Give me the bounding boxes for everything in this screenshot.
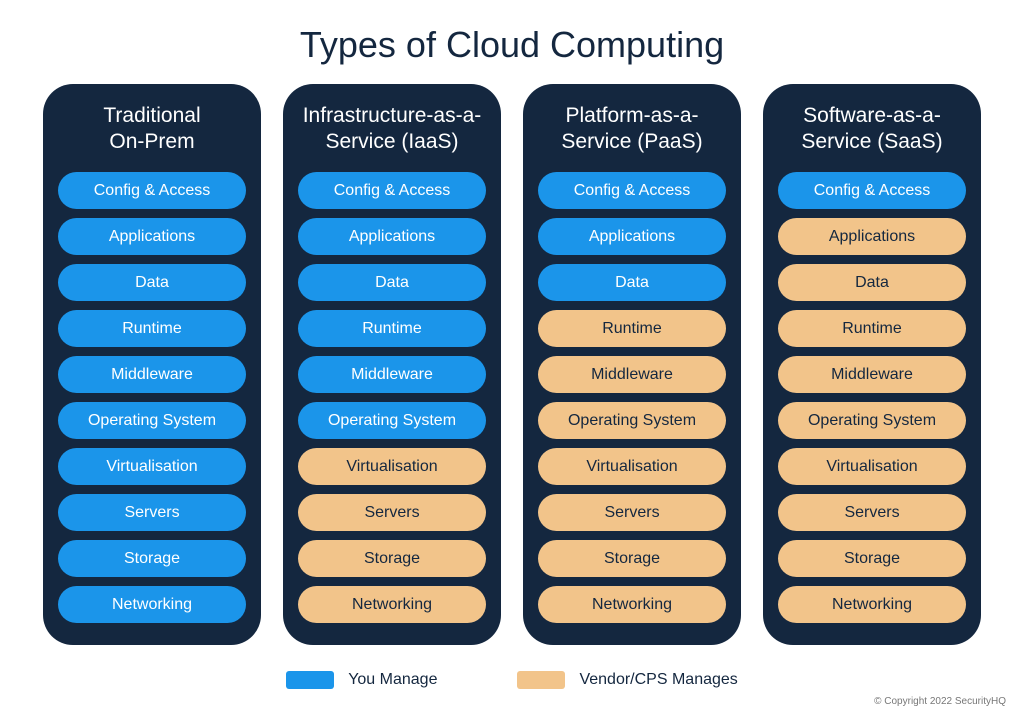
layer-pill: Networking: [778, 586, 966, 623]
layer-pill: Networking: [58, 586, 246, 623]
layer-pill: Applications: [538, 218, 726, 255]
column-3: Software-as-a-Service (SaaS) Config & Acc…: [763, 84, 981, 645]
layers: Config & Access Applications Data Runtime Mi…: [537, 172, 727, 623]
page-title: Types of Cloud Computing: [0, 0, 1024, 84]
layer-pill: Config & Access: [298, 172, 486, 209]
column-2: Platform-as-a-Service (PaaS) Config & Acc…: [523, 84, 741, 645]
column-1: Infrastructure-as-a-Service (IaaS) Config…: [283, 84, 501, 645]
layer-pill: Networking: [538, 586, 726, 623]
layer-pill: Operating System: [538, 402, 726, 439]
copyright: © Copyright 2022 SecurityHQ: [874, 696, 1006, 707]
layer-pill: Servers: [538, 494, 726, 531]
layer-pill: Runtime: [778, 310, 966, 347]
column-title: Platform-as-a-Service (PaaS): [537, 100, 727, 158]
layer-pill: Applications: [298, 218, 486, 255]
layer-pill: Storage: [298, 540, 486, 577]
layer-pill: Storage: [778, 540, 966, 577]
layer-pill: Operating System: [298, 402, 486, 439]
layer-pill: Data: [58, 264, 246, 301]
legend: You Manage Vendor/CPS Manages: [0, 671, 1024, 689]
column-title: Software-as-a-Service (SaaS): [777, 100, 967, 158]
layer-pill: Data: [778, 264, 966, 301]
layer-pill: Virtualisation: [58, 448, 246, 485]
layer-pill: Data: [298, 264, 486, 301]
layer-pill: Servers: [58, 494, 246, 531]
layer-pill: Config & Access: [58, 172, 246, 209]
layer-pill: Data: [538, 264, 726, 301]
layer-pill: Networking: [298, 586, 486, 623]
legend-item-you: You Manage: [286, 671, 437, 689]
layer-pill: Runtime: [298, 310, 486, 347]
column-title: Infrastructure-as-a-Service (IaaS): [297, 100, 487, 158]
layer-pill: Runtime: [538, 310, 726, 347]
layer-pill: Config & Access: [538, 172, 726, 209]
layer-pill: Operating System: [58, 402, 246, 439]
layer-pill: Middleware: [58, 356, 246, 393]
layer-pill: Applications: [778, 218, 966, 255]
layer-pill: Runtime: [58, 310, 246, 347]
legend-swatch-vendor: [517, 671, 565, 689]
layer-pill: Middleware: [298, 356, 486, 393]
legend-item-vendor: Vendor/CPS Manages: [517, 671, 737, 689]
layer-pill: Virtualisation: [298, 448, 486, 485]
column-0: TraditionalOn-Prem Config & Access Applica…: [43, 84, 261, 645]
layer-pill: Servers: [298, 494, 486, 531]
legend-label-vendor: Vendor/CPS Manages: [579, 671, 737, 689]
layer-pill: Applications: [58, 218, 246, 255]
layers: Config & Access Applications Data Runtime Mi…: [777, 172, 967, 623]
layer-pill: Middleware: [778, 356, 966, 393]
layer-pill: Virtualisation: [538, 448, 726, 485]
columns-container: TraditionalOn-Prem Config & Access Applica…: [0, 84, 1024, 645]
layer-pill: Storage: [58, 540, 246, 577]
column-title: TraditionalOn-Prem: [99, 100, 204, 158]
layers: Config & Access Applications Data Runtime Mi…: [57, 172, 247, 623]
layer-pill: Storage: [538, 540, 726, 577]
layer-pill: Operating System: [778, 402, 966, 439]
layers: Config & Access Applications Data Runtime Mi…: [297, 172, 487, 623]
legend-label-you: You Manage: [348, 671, 437, 689]
legend-swatch-you: [286, 671, 334, 689]
layer-pill: Config & Access: [778, 172, 966, 209]
layer-pill: Middleware: [538, 356, 726, 393]
layer-pill: Virtualisation: [778, 448, 966, 485]
layer-pill: Servers: [778, 494, 966, 531]
